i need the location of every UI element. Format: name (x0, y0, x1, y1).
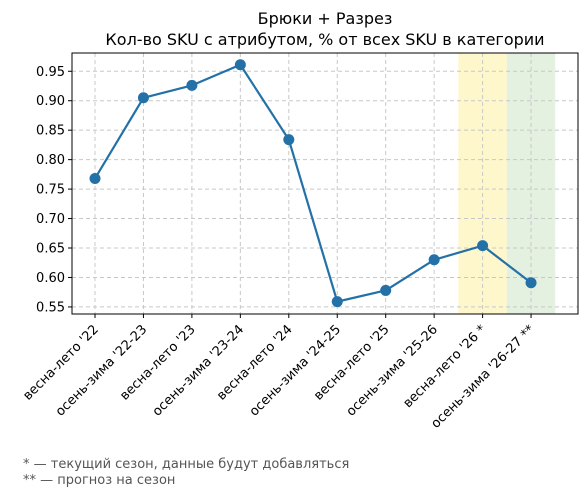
y-tick-label: 0.85 (36, 124, 65, 139)
chart-title: Брюки + Разрез (258, 9, 393, 28)
y-tick-label: 0.75 (36, 183, 65, 198)
y-tick-label: 0.80 (36, 153, 65, 168)
x-tick-label: осень-зима '24-25 (247, 322, 344, 419)
y-tick-label: 0.65 (36, 242, 65, 257)
footnote-current-season: * — текущий сезон, данные будут добавлят… (23, 457, 350, 472)
x-tick-label: осень-зима '23-24 (150, 322, 247, 419)
data-point (525, 277, 537, 289)
data-point (428, 254, 440, 266)
data-point (89, 172, 101, 184)
y-axis: 0.55 0.60 0.65 0.70 0.75 0.80 0.85 0.90 0.95 (36, 65, 72, 315)
data-point (477, 240, 489, 252)
series-layer (89, 59, 537, 308)
x-tick-label: весна-лето '26 * (401, 322, 490, 411)
x-tick-label: осень-зима '25-26 (344, 322, 441, 419)
highlight-band (458, 53, 507, 314)
highlight-band (506, 53, 556, 314)
plot-frame (71, 52, 579, 315)
highlight-bands (458, 53, 556, 314)
footnote-forecast: ** — прогноз на сезон (23, 473, 176, 488)
data-point (137, 92, 149, 104)
x-tick-label: осень-зима '22-23 (53, 322, 150, 419)
data-point (186, 79, 198, 91)
y-tick-label: 0.90 (36, 94, 65, 109)
y-tick-label: 0.55 (36, 300, 65, 315)
series-line (94, 63, 532, 303)
data-point (234, 59, 246, 71)
y-tick-label: 0.60 (36, 271, 65, 286)
y-tick-label: 0.95 (36, 65, 65, 80)
data-point (331, 296, 343, 308)
grid-lines (72, 53, 578, 314)
data-point (380, 284, 392, 296)
chart-subtitle: Кол-во SKU с атрибутом, % от всех SKU в … (105, 30, 544, 49)
data-point (283, 134, 295, 146)
y-tick-label: 0.70 (36, 212, 65, 227)
